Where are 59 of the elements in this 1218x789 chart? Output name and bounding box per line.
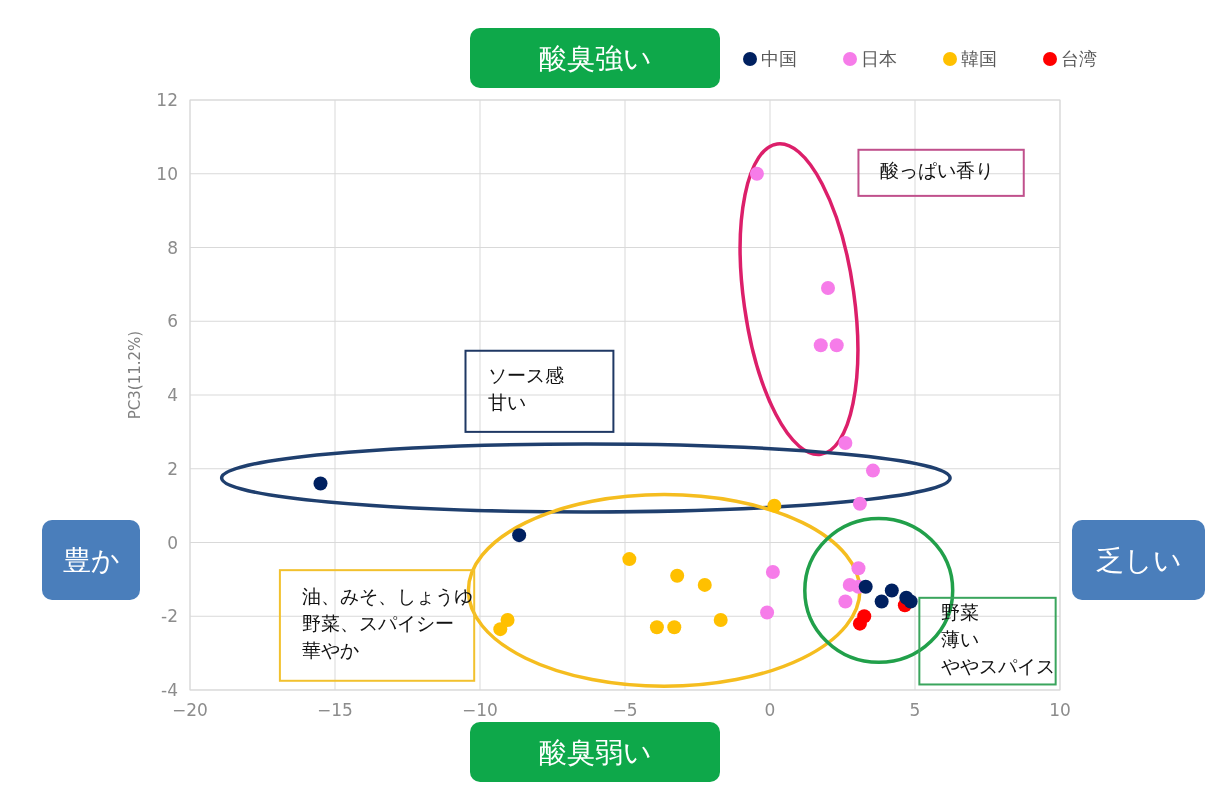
- point: [838, 435, 853, 450]
- point: [697, 577, 712, 592]
- annotation: 華やか: [301, 639, 359, 662]
- text: 酸臭強い: [538, 42, 652, 76]
- point: [813, 338, 828, 353]
- point: [670, 568, 685, 583]
- legend-label: 中国: [761, 48, 797, 69]
- point: [838, 594, 853, 609]
- y-tick-label: 2: [167, 458, 178, 479]
- annotation: ややスパイス: [941, 654, 1056, 677]
- annotation: 酸っぱい香り: [880, 159, 995, 182]
- point: [829, 338, 844, 353]
- point: [500, 612, 515, 627]
- y-tick-label: -2: [161, 606, 178, 627]
- text: 乏しい: [1095, 544, 1182, 578]
- y-tick-label: 4: [167, 385, 178, 405]
- annotation: 薄い: [941, 627, 980, 650]
- y-tick-label: 10: [156, 163, 178, 184]
- point: [512, 528, 527, 543]
- annotation: 野菜、スパイシー: [301, 612, 454, 635]
- point: [884, 583, 899, 598]
- point: [667, 620, 682, 635]
- y-axis-title: PC3(11.2%): [126, 330, 144, 420]
- x-tick-label: −5: [612, 700, 638, 720]
- annotation: 甘い: [487, 391, 526, 414]
- point: [649, 620, 664, 635]
- point: [858, 579, 873, 594]
- point: [851, 561, 866, 576]
- y-tick-label: 8: [167, 237, 178, 258]
- point: [760, 605, 775, 620]
- point: [622, 552, 637, 567]
- point: [865, 463, 880, 478]
- text: 酸臭弱い: [538, 736, 652, 770]
- point: [903, 594, 918, 609]
- x-tick-label: 5: [909, 700, 921, 720]
- point: [749, 166, 764, 181]
- x-tick-label: 10: [1049, 700, 1071, 720]
- annotation: ソース感: [487, 364, 564, 387]
- y-tick-label: 6: [167, 311, 178, 332]
- x-tick-label: −10: [462, 700, 498, 720]
- y-tick-label: 12: [156, 90, 178, 110]
- legend-label: 日本: [861, 48, 897, 69]
- point: [852, 616, 867, 631]
- point: [821, 281, 835, 296]
- x-tick-label: −20: [172, 700, 208, 720]
- x-tick-label: −15: [317, 700, 353, 720]
- point: [767, 498, 782, 513]
- x-tick-label: 0: [764, 700, 776, 720]
- point: [765, 565, 780, 579]
- point: [713, 612, 728, 627]
- point: [874, 594, 889, 609]
- point: [852, 496, 867, 511]
- y-tick-label: 0: [167, 532, 178, 553]
- point: [493, 622, 508, 637]
- point: [313, 476, 328, 491]
- y-tick-label: -4: [161, 680, 178, 700]
- legend-label: 韓国: [961, 48, 997, 69]
- text: 豊か: [62, 544, 120, 578]
- legend-label: 台湾: [1061, 48, 1097, 69]
